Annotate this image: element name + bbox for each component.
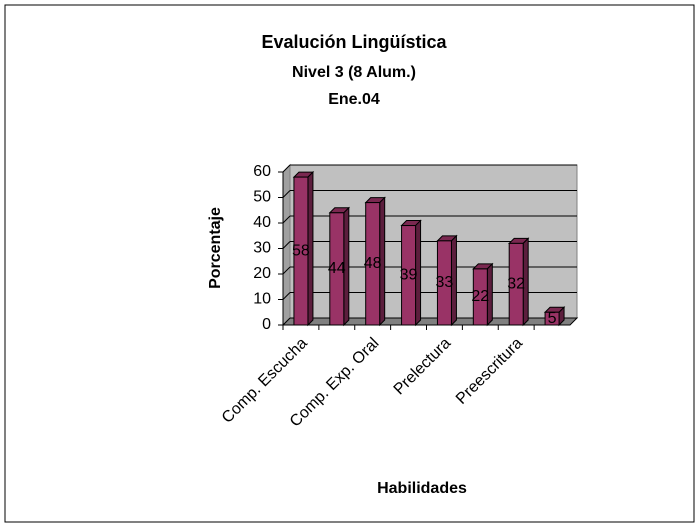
y-axis-label: Porcentaje [207,207,224,289]
grid-line-side [282,266,291,275]
grid-line-side [282,215,291,224]
chart-subtitle: Nivel 3 (8 Alum.) [292,64,416,81]
data-label: 32 [507,275,525,292]
y-tick-label: 20 [253,265,271,282]
y-tick-label: 30 [253,240,271,257]
data-label: 5 [548,310,557,327]
data-label: 22 [471,288,489,305]
y-tick-label: 10 [253,291,271,308]
y-tick-label: 60 [253,163,271,180]
chart-date: Ene.04 [328,91,380,108]
x-axis-label: Habilidades [377,480,467,497]
chart-title: Evalución Lingüística [261,32,447,52]
grid-line-side [282,190,291,198]
y-tick-label: 50 [253,189,271,206]
grid-line-side [282,317,291,326]
data-label: 44 [328,260,346,277]
grid-line-side [282,241,291,249]
data-label: 39 [400,266,418,283]
data-label: 58 [292,242,310,259]
grid-line-side [282,292,291,300]
grid-line-side [282,164,291,173]
y-tick-label: 0 [262,316,271,333]
y-tick-label: 40 [253,214,271,231]
floor [281,317,579,326]
data-label: 48 [364,255,382,272]
data-label: 33 [436,274,454,291]
